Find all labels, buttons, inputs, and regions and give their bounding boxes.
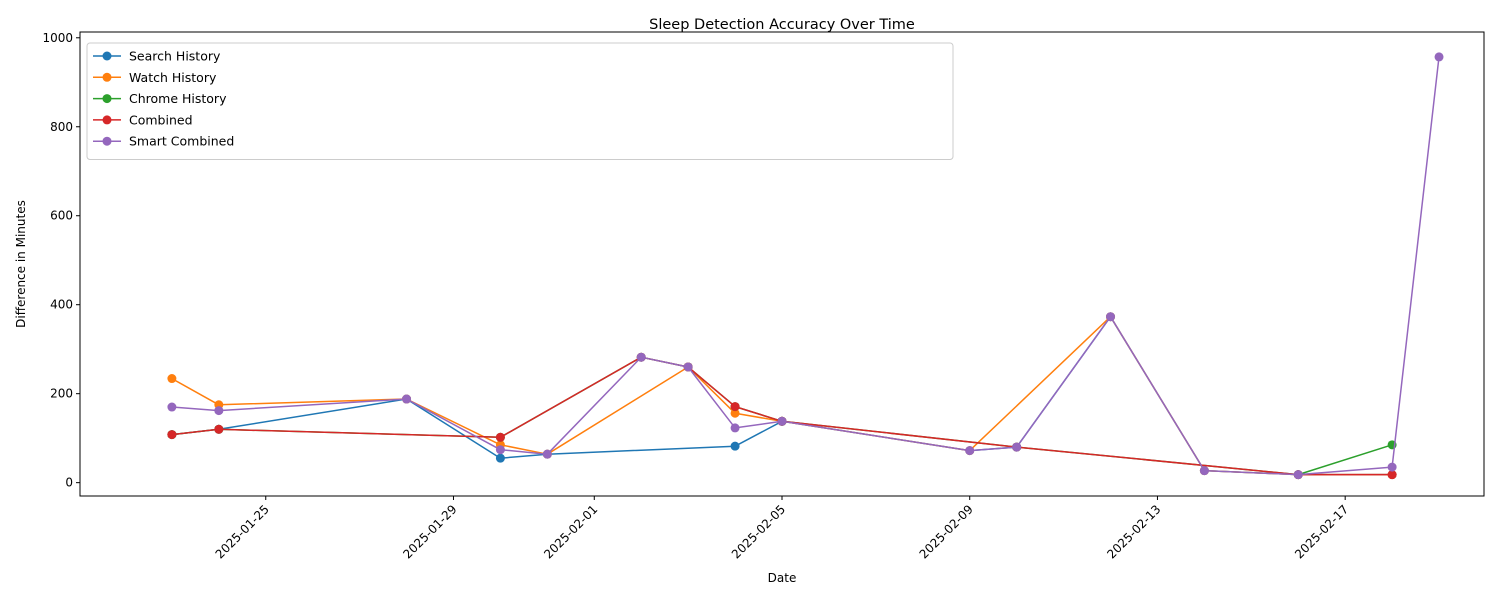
data-point-combined <box>167 430 177 440</box>
x-tick-label: 2025-01-29 <box>400 502 459 561</box>
y-tick-label: 400 <box>50 298 73 312</box>
data-point-smart-combined <box>683 362 693 372</box>
data-point-combined <box>495 432 505 442</box>
data-point-smart-combined <box>1106 312 1116 322</box>
series-search-history <box>167 312 1397 480</box>
x-tick-label: 2025-02-13 <box>1104 502 1163 561</box>
x-tick-label: 2025-02-01 <box>541 502 600 561</box>
legend-label: Smart Combined <box>129 134 234 149</box>
data-point-search-history <box>730 441 740 451</box>
data-point-search-history <box>495 453 505 463</box>
data-point-watch-history <box>167 374 177 384</box>
data-point-smart-combined <box>1293 470 1303 480</box>
legend-item-combined: Combined <box>93 112 193 127</box>
series-line-combined <box>171 356 1393 476</box>
legend-swatch-marker <box>102 115 112 125</box>
legend-swatch-marker <box>102 51 112 61</box>
series-watch-history <box>167 312 1397 480</box>
y-tick-label: 200 <box>50 387 73 401</box>
data-point-smart-combined <box>636 352 646 362</box>
data-point-smart-combined <box>965 446 975 456</box>
data-point-smart-combined <box>1387 462 1397 472</box>
y-axis-title: Difference in Minutes <box>14 200 28 328</box>
series-line-search-history <box>171 315 1393 476</box>
x-tick-label: 2025-02-17 <box>1292 502 1351 561</box>
data-point-smart-combined <box>495 445 505 455</box>
data-point-smart-combined <box>777 416 787 426</box>
data-point-smart-combined <box>1012 442 1022 452</box>
legend: Search History Watch History Chrome Histor… <box>86 42 954 160</box>
x-tick-label: 2025-02-05 <box>729 502 788 561</box>
series-combined <box>167 352 1397 480</box>
series-layer <box>167 52 1444 480</box>
y-tick-label: 0 <box>65 476 73 490</box>
x-axis: 2025-01-25 2025-01-29 2025-02-01 2025-02-05… <box>213 496 1351 561</box>
data-point-smart-combined <box>214 406 224 416</box>
x-tick-label: 2025-01-25 <box>213 502 272 561</box>
series-line-smart-combined <box>171 56 1440 476</box>
data-point-smart-combined <box>1199 466 1209 476</box>
legend-item-watch-history: Watch History <box>93 70 217 85</box>
x-tick-label: 2025-02-09 <box>917 502 976 561</box>
chart-title: Sleep Detection Accuracy Over Time <box>649 17 915 33</box>
data-point-combined <box>1387 470 1397 480</box>
data-point-combined <box>214 424 224 434</box>
y-tick-label: 1000 <box>42 31 73 45</box>
legend-label: Search History <box>129 49 221 64</box>
legend-item-search-history: Search History <box>93 49 221 64</box>
data-point-combined <box>730 402 740 412</box>
data-point-smart-combined <box>402 394 412 404</box>
series-smart-combined <box>167 52 1444 480</box>
data-point-smart-combined <box>730 423 740 433</box>
legend-label: Watch History <box>129 70 217 85</box>
y-axis: 0 200 400 600 800 1000 <box>42 31 80 490</box>
data-point-watch-history <box>730 408 740 418</box>
legend-label: Chrome History <box>129 91 227 106</box>
legend-label: Combined <box>129 112 193 127</box>
data-point-smart-combined <box>542 449 552 459</box>
legend-swatch-marker <box>102 136 112 146</box>
series-line-watch-history <box>171 315 1393 476</box>
legend-item-chrome-history: Chrome History <box>93 91 227 106</box>
legend-swatch-marker <box>102 94 112 104</box>
series-chrome-history <box>167 352 1397 480</box>
legend-box <box>86 42 954 160</box>
series-line-chrome-history <box>171 356 1393 476</box>
y-tick-label: 800 <box>50 120 73 134</box>
legend-swatch-marker <box>102 72 112 82</box>
data-point-smart-combined <box>167 402 177 412</box>
data-point-smart-combined <box>1434 52 1444 62</box>
legend-item-smart-combined: Smart Combined <box>93 134 234 149</box>
x-axis-title: Date <box>768 571 797 585</box>
y-tick-label: 600 <box>50 209 73 223</box>
